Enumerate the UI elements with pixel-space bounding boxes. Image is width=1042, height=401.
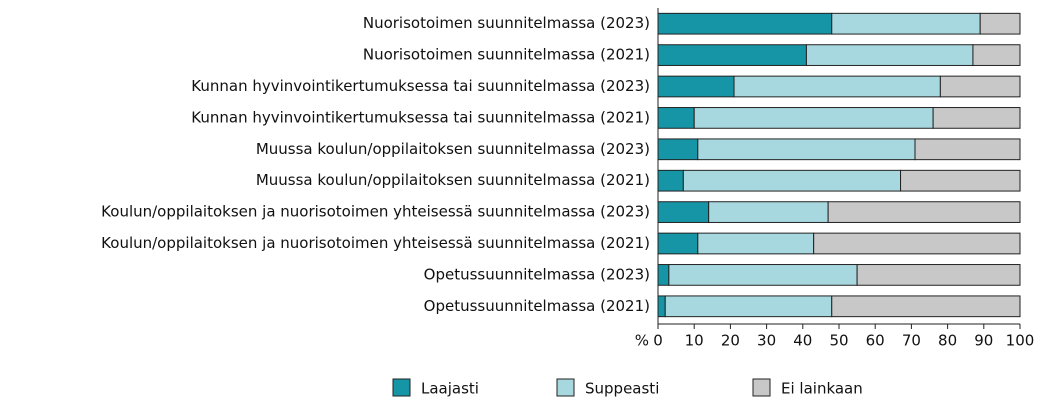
bar-segment bbox=[657, 232, 699, 255]
bar-segment bbox=[972, 44, 1021, 66]
bar-segment bbox=[939, 75, 1021, 98]
bar-segment bbox=[657, 264, 670, 286]
legend-swatch bbox=[556, 378, 575, 397]
bar-segment bbox=[657, 138, 699, 161]
bar-segment bbox=[813, 232, 1021, 255]
bar-segment bbox=[664, 295, 833, 318]
bar-segment bbox=[733, 75, 941, 98]
y-tick-label: Nuorisotoimen suunnitelmassa (2021) bbox=[363, 46, 650, 64]
bar-segment bbox=[657, 169, 684, 192]
x-tick-label: 70 bbox=[902, 332, 921, 350]
y-tick-label: Muussa koulun/oppilaitoksen suunnitelmas… bbox=[256, 171, 650, 189]
legend-label: Ei lainkaan bbox=[781, 380, 863, 398]
bar-segment bbox=[657, 107, 695, 129]
bar-segment bbox=[914, 138, 1021, 161]
bar-segment bbox=[856, 264, 1021, 286]
bar-segment bbox=[682, 169, 902, 192]
x-tick-label: 80 bbox=[938, 332, 957, 350]
legend-swatch bbox=[392, 378, 411, 397]
y-tick-label: Opetussuunnitelmassa (2023) bbox=[424, 265, 650, 283]
bar-segment bbox=[657, 201, 710, 223]
bar-segment bbox=[657, 295, 666, 318]
x-tick-label: 10 bbox=[685, 332, 704, 350]
x-tick-label: 20 bbox=[721, 332, 740, 350]
bar-segment bbox=[668, 264, 858, 286]
bar-segment bbox=[657, 75, 735, 98]
bar-segment bbox=[657, 12, 833, 35]
x-tick-label: 30 bbox=[757, 332, 776, 350]
bar-segment bbox=[697, 138, 916, 161]
x-tick-label: 100 bbox=[1006, 332, 1035, 350]
bar-segment bbox=[831, 295, 1021, 318]
y-tick-label: Opetussuunnitelmassa (2021) bbox=[424, 297, 650, 315]
x-tick-label: 90 bbox=[974, 332, 993, 350]
legend-label: Suppeasti bbox=[585, 380, 659, 398]
y-tick-label: Kunnan hyvinvointikertumuksessa tai suun… bbox=[191, 108, 650, 126]
x-tick-label: 40 bbox=[793, 332, 812, 350]
bar-segment bbox=[805, 44, 974, 66]
bar-segment bbox=[657, 44, 807, 66]
x-tick-label: 0 bbox=[653, 332, 663, 350]
legend-swatch bbox=[752, 378, 771, 397]
legend-label: Laajasti bbox=[421, 380, 479, 398]
bar-segment bbox=[708, 201, 829, 223]
bar-segment bbox=[900, 169, 1021, 192]
bar-segment bbox=[979, 12, 1021, 35]
x-tick-label: 50 bbox=[829, 332, 848, 350]
bar-segment bbox=[693, 107, 934, 129]
bar-segment bbox=[827, 201, 1021, 223]
x-axis-label: % bbox=[635, 332, 649, 350]
bar-segment bbox=[831, 12, 981, 35]
x-tick-label: 60 bbox=[866, 332, 885, 350]
y-tick-label: Kunnan hyvinvointikertumuksessa tai suun… bbox=[191, 77, 650, 95]
bar-segment bbox=[697, 232, 815, 255]
bar-segment bbox=[932, 107, 1021, 129]
y-tick-label: Koulun/oppilaitoksen ja nuorisotoimen yh… bbox=[101, 234, 650, 252]
y-tick-label: Muussa koulun/oppilaitoksen suunnitelmas… bbox=[256, 140, 650, 158]
y-tick-label: Nuorisotoimen suunnitelmassa (2023) bbox=[363, 14, 650, 32]
y-tick-label: Koulun/oppilaitoksen ja nuorisotoimen yh… bbox=[101, 203, 650, 221]
